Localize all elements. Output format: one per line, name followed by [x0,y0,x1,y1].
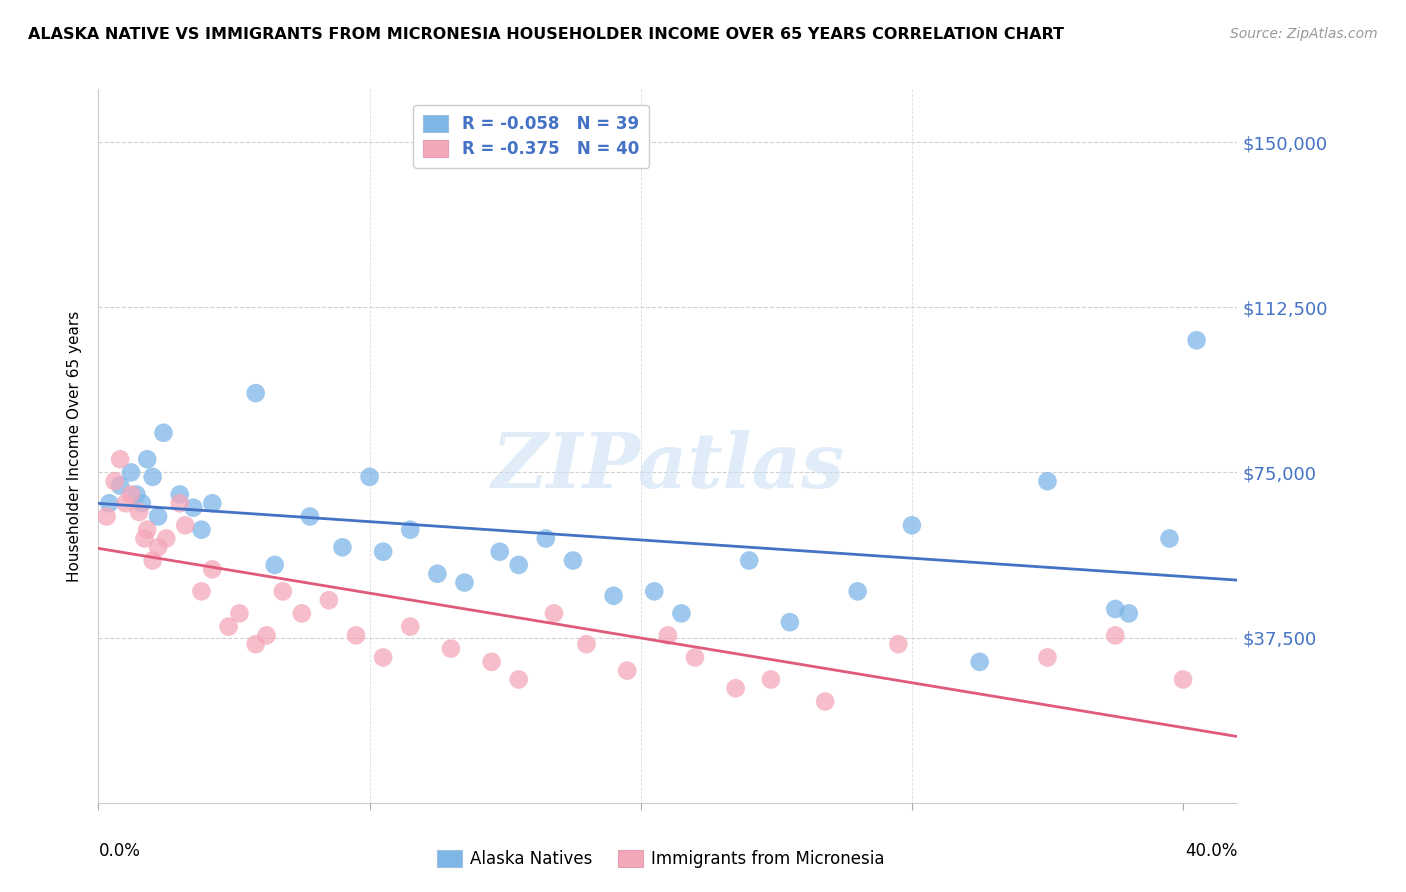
Point [887,637,910,651]
Point [453,575,475,590]
Point [120,487,142,501]
Point [120,466,142,480]
Point [104,475,127,489]
Point [169,487,191,501]
Point [481,655,503,669]
Legend: R = -0.058   N = 39, R = -0.375   N = 40: R = -0.058 N = 39, R = -0.375 N = 40 [413,104,650,168]
Point [228,607,250,621]
Point [108,452,131,467]
Point [562,553,585,567]
Y-axis label: Householder Income Over 65 years: Householder Income Over 65 years [67,310,83,582]
Point [136,452,159,467]
Text: 0.0%: 0.0% [98,842,141,860]
Point [969,655,991,669]
Point [1104,628,1126,642]
Point [245,386,267,401]
Point [643,584,665,599]
Point [508,558,530,572]
Point [201,496,224,510]
Point [534,532,557,546]
Point [1171,673,1194,687]
Point [901,518,924,533]
Point [190,584,212,599]
Point [174,518,197,533]
Point [291,607,314,621]
Point [1159,532,1181,546]
Point [724,681,747,696]
Point [98,496,121,510]
Point [190,523,212,537]
Point [616,664,638,678]
Legend: Alaska Natives, Immigrants from Micronesia: Alaska Natives, Immigrants from Micrones… [430,843,891,875]
Point [142,553,165,567]
Point [399,619,422,633]
Point [201,562,224,576]
Point [371,650,394,665]
Text: ZIPatlas: ZIPatlas [491,431,845,504]
Point [683,650,706,665]
Point [440,641,463,656]
Point [426,566,449,581]
Point [1185,333,1208,347]
Point [575,637,598,651]
Point [344,628,367,642]
Point [846,584,869,599]
Point [218,619,240,633]
Text: Source: ZipAtlas.com: Source: ZipAtlas.com [1230,27,1378,41]
Point [759,673,782,687]
Point [256,628,278,642]
Point [108,478,131,492]
Point [125,487,148,501]
Point [1118,607,1140,621]
Point [359,470,381,484]
Point [671,607,693,621]
Text: ALASKA NATIVE VS IMMIGRANTS FROM MICRONESIA HOUSEHOLDER INCOME OVER 65 YEARS COR: ALASKA NATIVE VS IMMIGRANTS FROM MICRONE… [28,27,1064,42]
Point [508,673,530,687]
Point [152,425,174,440]
Point [602,589,624,603]
Point [263,558,285,572]
Point [738,553,761,567]
Point [1036,650,1059,665]
Point [169,496,191,510]
Point [131,496,153,510]
Point [155,532,177,546]
Point [488,545,510,559]
Point [371,545,394,559]
Point [134,532,156,546]
Point [298,509,321,524]
Point [245,637,267,651]
Point [96,509,118,524]
Point [136,523,159,537]
Point [1036,475,1059,489]
Point [657,628,679,642]
Point [318,593,340,607]
Text: 40.0%: 40.0% [1185,842,1237,860]
Point [543,607,565,621]
Point [814,694,837,708]
Point [146,509,169,524]
Point [271,584,294,599]
Point [128,505,150,519]
Point [332,541,354,555]
Point [399,523,422,537]
Point [183,500,205,515]
Point [114,496,136,510]
Point [146,541,169,555]
Point [779,615,801,630]
Point [142,470,165,484]
Point [1104,602,1126,616]
